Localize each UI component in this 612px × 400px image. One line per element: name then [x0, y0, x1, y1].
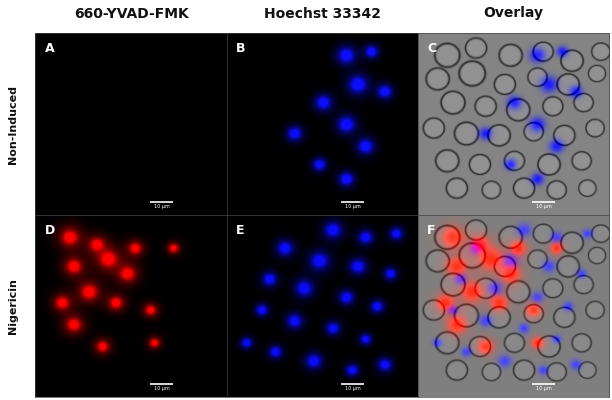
Text: A: A — [45, 42, 54, 55]
Text: F: F — [427, 224, 436, 237]
Text: Overlay: Overlay — [483, 6, 543, 20]
Text: Hoechst 33342: Hoechst 33342 — [264, 6, 381, 20]
Text: 10 µm: 10 µm — [345, 204, 360, 209]
Text: Nigericin: Nigericin — [9, 278, 18, 334]
Text: 10 µm: 10 µm — [536, 204, 552, 209]
Text: 10 µm: 10 µm — [345, 386, 360, 391]
Text: Non-Induced: Non-Induced — [9, 84, 18, 164]
Text: 10 µm: 10 µm — [536, 386, 552, 391]
Text: 10 µm: 10 µm — [154, 204, 170, 209]
Text: D: D — [45, 224, 55, 237]
Text: C: C — [427, 42, 436, 55]
Text: 660-YVAD-FMK: 660-YVAD-FMK — [73, 6, 188, 20]
Text: B: B — [236, 42, 245, 55]
Text: 10 µm: 10 µm — [154, 386, 170, 391]
Text: E: E — [236, 224, 245, 237]
